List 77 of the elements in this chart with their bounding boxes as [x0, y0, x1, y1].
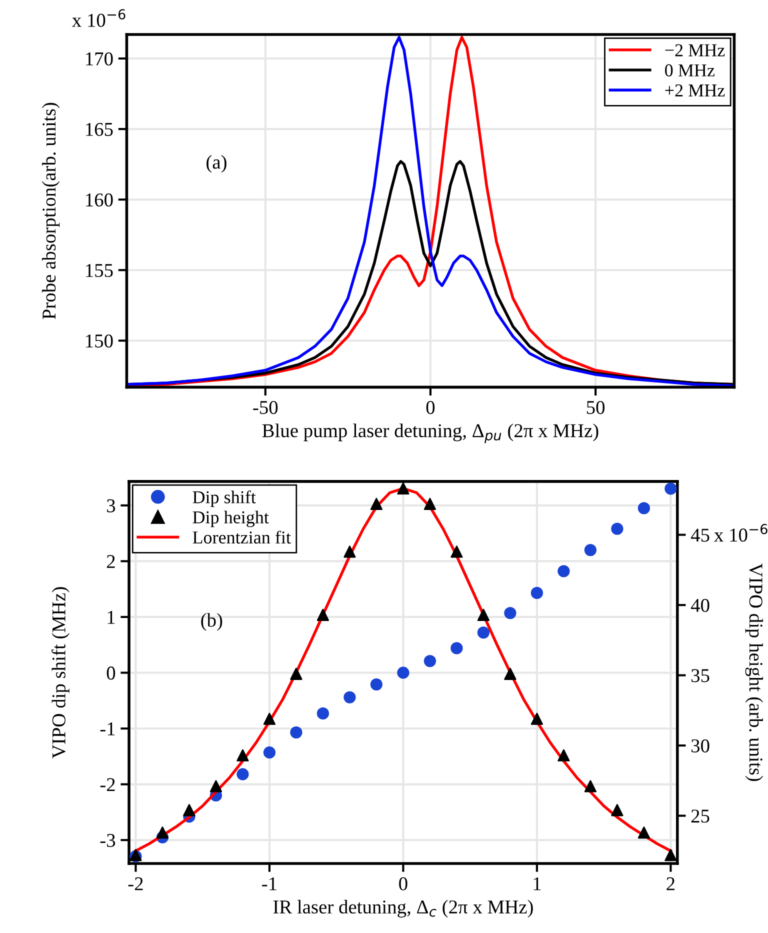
point: [370, 678, 383, 691]
point: [316, 707, 330, 720]
point: [397, 666, 410, 679]
annotation: (a): [206, 155, 226, 173]
point: [558, 749, 570, 762]
y-tick-label: 165: [86, 122, 113, 136]
point: [236, 768, 249, 780]
x-tick-label: 0: [426, 400, 435, 414]
x-tick-label: 2: [666, 877, 674, 890]
point: [584, 544, 597, 556]
y-tick-label: 2: [106, 555, 115, 568]
legend-label: Dip height: [192, 510, 269, 528]
point: [424, 654, 436, 668]
y-axis-title: VIPO dip shift (MHz): [52, 587, 70, 758]
point: [263, 712, 276, 725]
point: [156, 826, 169, 839]
point: [370, 498, 383, 510]
y-tick-label: 170: [86, 52, 113, 66]
y-tick-label: 150: [86, 334, 113, 348]
y-tick-label: -3: [100, 834, 116, 848]
legend-label: Dip shift: [192, 490, 256, 508]
y2-tick-label: 35: [692, 669, 710, 682]
y2-tick-label: 30: [692, 739, 710, 752]
x-tick-label: 0: [399, 877, 408, 890]
point: [424, 498, 436, 510]
y2-tick-label: 25: [691, 810, 710, 823]
point: [210, 780, 222, 792]
x-axis-title: IR laser detuning, Δ$_{c}$ (2π x MHz): [273, 900, 533, 918]
legend-label: −2 MHz: [665, 44, 725, 56]
y-tick-label: -2: [100, 778, 115, 792]
text: x 10$^{−6}$: [72, 9, 126, 27]
point: [263, 746, 276, 759]
annotation: (b): [201, 613, 222, 631]
point: [504, 668, 516, 680]
point: [316, 608, 330, 621]
point: [450, 642, 463, 654]
point: [477, 626, 490, 639]
y2-tick-label: 45: [690, 528, 710, 542]
y-tick-label: 160: [86, 193, 113, 207]
point: [344, 546, 356, 558]
point: [638, 826, 650, 839]
y2-axis-title: VIPO dip height (arb. units): [745, 563, 763, 781]
text: x 10$^{−6}$: [714, 524, 768, 542]
point: [236, 749, 249, 762]
point: [611, 522, 624, 535]
legend-label: +2 MHz: [665, 84, 725, 96]
y-tick-label: 0: [106, 666, 116, 680]
point: [530, 586, 544, 600]
point: [530, 712, 544, 725]
y2-tick-label: 40: [690, 598, 710, 612]
point: [477, 608, 490, 621]
point: [397, 482, 410, 495]
point: [183, 804, 196, 816]
point: [450, 546, 463, 558]
point: [611, 804, 624, 816]
point: [664, 482, 677, 495]
point: [558, 565, 570, 578]
point: [638, 502, 650, 514]
x-tick-label: -2: [128, 877, 143, 890]
y-tick-label: 3: [107, 499, 116, 512]
x-tick-label: -1: [262, 877, 276, 890]
x-axis-title: Blue pump laser detuning, Δ$_{pu}$ (2π x MHz): [262, 424, 598, 444]
point: [344, 691, 356, 704]
y-axis-title: Probe absorption(arb. units): [42, 102, 60, 320]
x-tick-label: 1: [534, 877, 541, 890]
point: [664, 848, 677, 862]
point: [584, 780, 597, 792]
point: [504, 606, 516, 620]
x-tick-label: -50: [253, 400, 278, 414]
y-tick-label: -1: [100, 722, 115, 736]
y-tick-label: 1: [108, 610, 115, 624]
y-tick-label: 155: [86, 264, 113, 278]
x-tick-label: 50: [586, 400, 605, 414]
point: [290, 668, 302, 680]
legend-label: Lorentzian fit: [192, 530, 291, 544]
legend-label: 0 MHz: [665, 64, 714, 76]
point: [290, 726, 302, 738]
